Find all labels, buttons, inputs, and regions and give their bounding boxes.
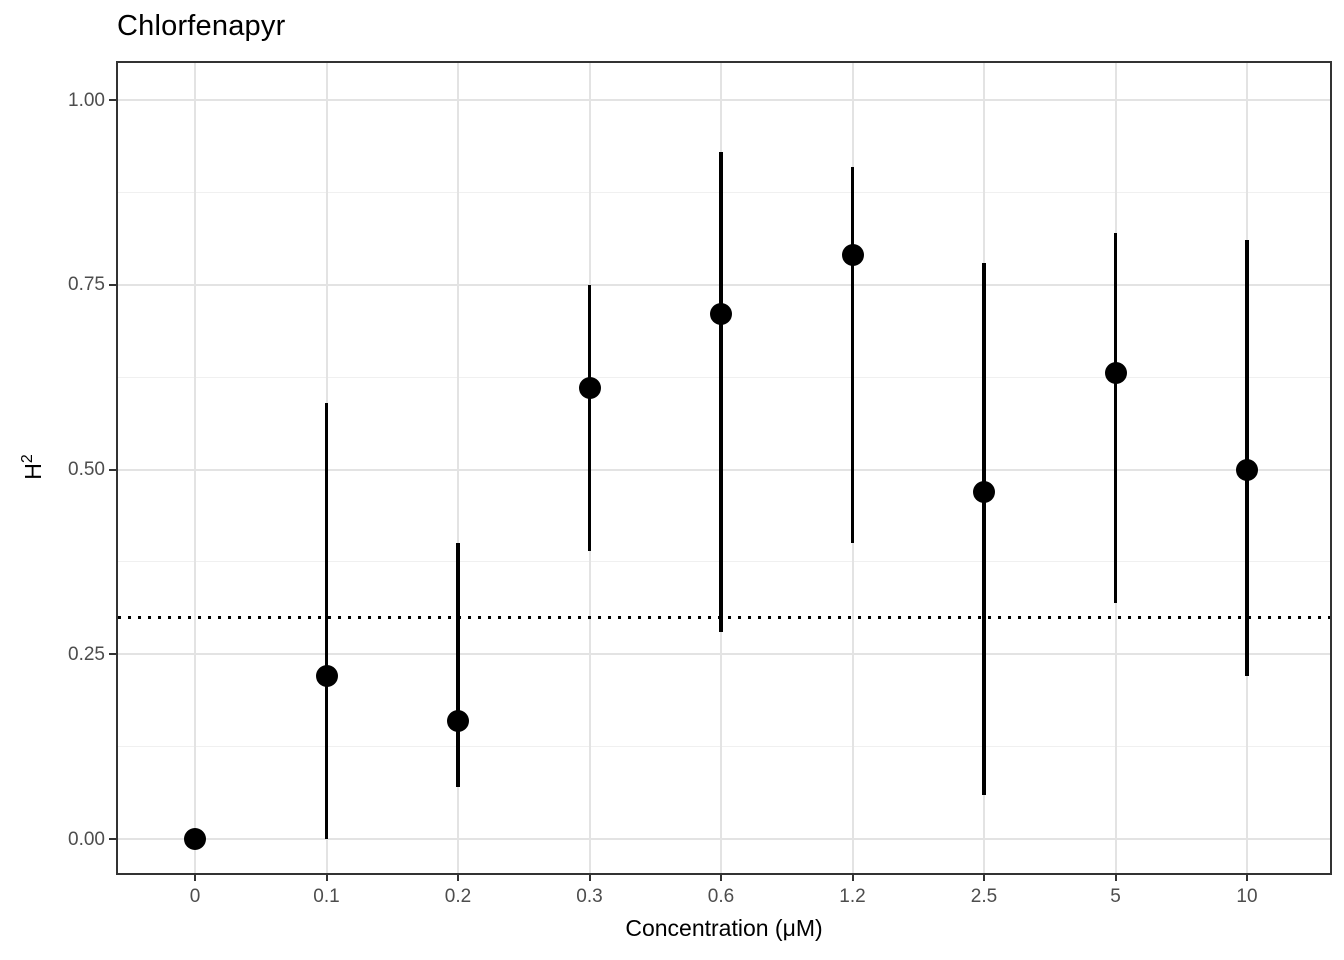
error-bar	[324, 403, 329, 839]
plot-panel	[116, 61, 1332, 875]
gridline-minor-y	[118, 746, 1330, 748]
reference-line-dotted	[118, 615, 1330, 619]
gridline-major-y	[118, 468, 1330, 471]
y-tick-label: 1.00	[68, 89, 105, 111]
data-point	[184, 828, 206, 850]
x-tick	[325, 873, 328, 881]
gridline-minor-y	[118, 376, 1330, 378]
data-point	[1236, 458, 1258, 481]
reference-line-layer	[118, 63, 1330, 873]
data-point	[710, 303, 732, 326]
x-tick	[720, 873, 722, 881]
x-tick	[1114, 873, 1117, 881]
gridline-minor-y	[118, 191, 1330, 193]
x-tick	[983, 873, 985, 881]
error-bar	[456, 543, 460, 788]
x-tick-label: 2.5	[970, 886, 998, 907]
error-bar	[850, 166, 855, 544]
gridline-major-y	[118, 99, 1330, 101]
gridline-x	[194, 63, 196, 873]
data-point	[447, 709, 469, 732]
x-tick-label: 0.6	[707, 886, 735, 907]
error-bar	[1245, 240, 1249, 677]
data-point	[578, 377, 601, 400]
x-tick	[457, 873, 459, 881]
data-point	[841, 244, 864, 267]
error-bar	[1113, 233, 1118, 603]
x-tick	[194, 873, 196, 881]
x-axis-title: Concentration (μM)	[625, 915, 823, 941]
x-tick	[588, 873, 591, 881]
data-point	[1104, 362, 1127, 385]
data-point	[973, 480, 995, 503]
x-tick-label: 0	[189, 886, 201, 907]
y-tick-label: 0.25	[68, 643, 105, 665]
x-tick-label: 0.1	[313, 886, 340, 907]
error-bar	[982, 262, 986, 795]
x-tick	[851, 873, 854, 881]
gridline-major-y	[118, 838, 1330, 840]
y-tick	[109, 468, 117, 471]
gridline-major-y	[118, 653, 1330, 656]
y-tick	[109, 283, 117, 286]
y-tick-label: 0.75	[68, 274, 105, 296]
gridline-minor-y	[118, 561, 1330, 563]
y-tick-label: 0.00	[68, 828, 105, 850]
x-tick-label: 1.2	[839, 886, 866, 907]
y-tick-label: 0.50	[68, 459, 105, 480]
x-tick-label: 10	[1236, 886, 1258, 907]
x-tick-label: 0.2	[444, 886, 472, 907]
x-tick-label: 5	[1110, 886, 1121, 907]
y-tick	[109, 838, 117, 840]
gridline-x	[457, 63, 459, 873]
x-tick	[1246, 873, 1248, 881]
chart-title: Chlorfenapyr	[117, 10, 286, 42]
error-bar	[587, 284, 592, 551]
x-tick-label: 0.3	[576, 886, 603, 907]
data-point	[315, 665, 338, 688]
gridline-major-y	[118, 283, 1330, 286]
points-layer	[118, 63, 1330, 873]
y-tick	[109, 99, 117, 101]
error-bar	[719, 151, 723, 633]
y-tick	[109, 653, 117, 656]
